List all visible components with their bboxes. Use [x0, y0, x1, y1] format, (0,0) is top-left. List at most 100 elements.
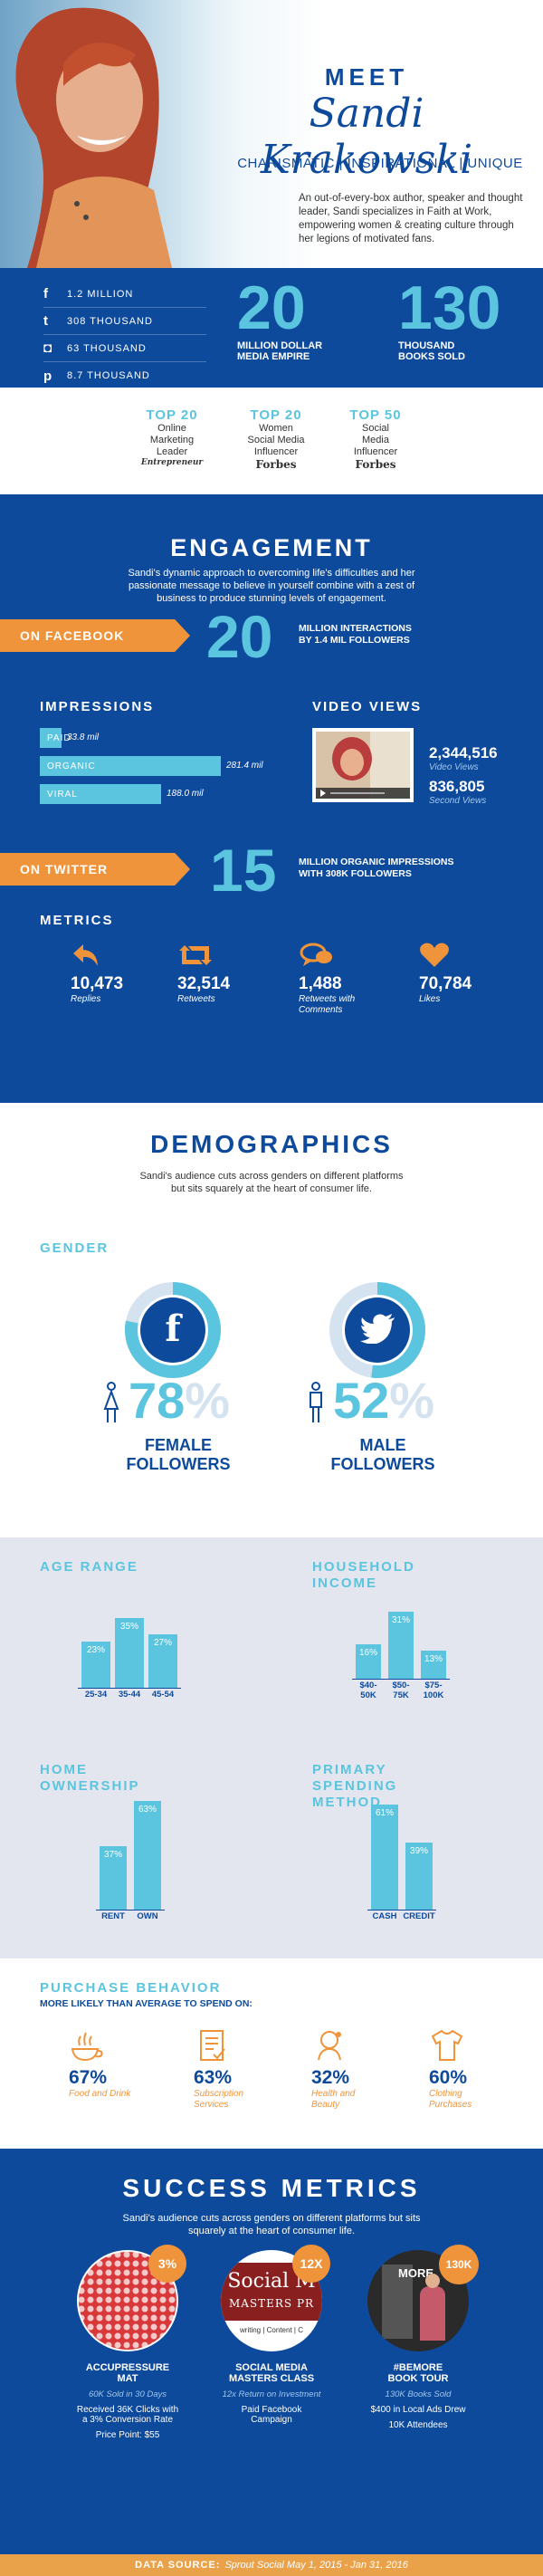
- gender-percent: 78%: [129, 1371, 230, 1430]
- gender-female: f 78% FEMALE FOLLOWERS: [101, 1280, 300, 1507]
- social-count: 63 THOUSAND: [67, 342, 147, 354]
- twitter-icon: t: [43, 313, 48, 329]
- age-bar: [115, 1618, 144, 1688]
- success-title: SUCCESS METRICS: [122, 2174, 421, 2202]
- impression-value: 188.0 mil: [167, 789, 204, 799]
- purchase-percent: 60%: [429, 2067, 468, 2088]
- success-item-title: MAT: [117, 2373, 138, 2384]
- twitter-stat-label: MILLION ORGANIC IMPRESSIONS WITH 308K FO…: [299, 857, 454, 880]
- big-stat-number: 130: [398, 273, 501, 342]
- success-item-detail: Received 36K Clicks with: [76, 2405, 179, 2415]
- engagement-section: ENGAGEMENT Sandi's dynamic approach to o…: [0, 494, 543, 1103]
- age-bar-label: 35-44: [111, 1690, 148, 1700]
- age-bar-value: 23%: [86, 1645, 105, 1655]
- gender-percent: 52%: [333, 1371, 434, 1430]
- home-bar: [134, 1801, 161, 1910]
- ranking-rank: TOP 50: [349, 407, 402, 423]
- income-bar: [356, 1644, 381, 1679]
- success-item-detail: $400 in Local Ads Drew: [370, 2405, 466, 2415]
- ranking-item: TOP 20 Women Social Media Influencer For…: [226, 407, 326, 471]
- purchase-title: PURCHASE BEHAVIOR: [40, 1980, 222, 1996]
- spending-title-line: SPENDING: [312, 1778, 398, 1794]
- gender-label-line: FEMALE: [145, 1436, 212, 1454]
- gender-label: MALE FOLLOWERS: [306, 1436, 460, 1474]
- age-title-line: AGE RANGE: [40, 1559, 138, 1575]
- masters-class-text: MASTERS PR: [228, 2297, 315, 2310]
- comment-icon: [300, 943, 332, 966]
- spending-title-line: PRIMARY: [312, 1762, 387, 1777]
- metric-label: Retweets with: [299, 994, 356, 1004]
- gender-percent-sign: %: [389, 1372, 435, 1429]
- video-thumbnail[interactable]: [312, 728, 414, 802]
- ranking-line: Social Media: [247, 435, 305, 445]
- rankings-section: TOP 20 Online Marketing Leader Entrepren…: [0, 388, 543, 494]
- home-bar-label-line: RENT: [101, 1911, 125, 1921]
- ranking-line: Women: [259, 423, 293, 434]
- income-bar-label-line: 50K: [360, 1690, 376, 1700]
- purchase-percent: 32%: [311, 2067, 350, 2088]
- metric-value: 32,514: [177, 974, 231, 993]
- income-bar: [421, 1651, 446, 1679]
- impression-bar: ORGANIC: [40, 756, 221, 776]
- age-bar-value: 27%: [153, 1638, 172, 1648]
- income-bar-value: 13%: [424, 1654, 443, 1664]
- success-badge: 3%: [148, 2245, 186, 2283]
- facebook-stat-label: MILLION INTERACTIONS BY 1.4 MIL FOLLOWER…: [299, 623, 412, 646]
- age-bar-label: 25-34: [78, 1690, 114, 1700]
- facebook-icon: f: [165, 1307, 181, 1350]
- forbes-logo: Forbes: [355, 458, 396, 471]
- success-item-sub: 60K Sold in 30 Days: [88, 2389, 167, 2399]
- big-stat-label: MILLION DOLLAR: [237, 340, 323, 351]
- spending-bar-label-line: CASH: [372, 1911, 397, 1921]
- success-item-title: MASTERS CLASS: [228, 2373, 315, 2384]
- masters-class-row: writing | Content | C: [240, 2326, 303, 2334]
- income-bar-label-line: 100K: [423, 1690, 444, 1700]
- ranking-line: Social: [362, 423, 389, 434]
- success-item-title: #BEMORE: [393, 2362, 443, 2373]
- twitter-tag: ON TWITTER: [0, 853, 190, 886]
- impression-row: ORGANIC 281.4 mil: [40, 756, 302, 776]
- forbes-logo: Forbes: [255, 458, 297, 471]
- gender-percent-sign: %: [185, 1372, 231, 1429]
- social-stats-section: f 1.2 MILLION t 308 THOUSAND ◘ 63 THOUSA…: [0, 268, 543, 388]
- spending-bar: [371, 1805, 398, 1910]
- success-item-title: BOOK TOUR: [387, 2373, 449, 2384]
- purchase-section: PURCHASE BEHAVIOR MORE LIKELY THAN AVERA…: [0, 1958, 543, 2149]
- book-tour-text: MORE: [398, 2266, 433, 2280]
- home-bar-label: OWN: [130, 1911, 165, 1921]
- footer: DATA SOURCE: Sprout Social May 1, 2015 -…: [0, 2554, 543, 2576]
- video-stats: 2,344,516 Video Views 836,805 Second Vie…: [429, 744, 498, 806]
- income-bar-label: $75- 100K: [417, 1681, 450, 1700]
- home-title: HOME OWNERSHIP: [40, 1762, 140, 1795]
- ranking-line: Influencer: [353, 446, 398, 457]
- twitter-tag-label: ON TWITTER: [20, 862, 109, 876]
- demographic-charts: AGE RANGE 23% 25-34 35% 35-44 27% 45-54 HOUSE…: [0, 1537, 543, 1958]
- spending-bar-label: CASH: [367, 1911, 402, 1921]
- income-title-line: HOUSEHOLD: [312, 1559, 415, 1575]
- impression-label: ORGANIC: [47, 761, 96, 771]
- twitter-icon: [360, 1314, 395, 1344]
- footer-source: Sprout Social May 1, 2015 - Jan 31, 2016: [224, 2560, 408, 2571]
- purchase-label: Purchases: [429, 2100, 472, 2110]
- twitter-stat-line: WITH 308K FOLLOWERS: [299, 868, 412, 879]
- big-stat: 20 MILLION DOLLAR MEDIA EMPIRE: [237, 275, 364, 362]
- demographics-title: DEMOGRAPHICS: [150, 1130, 393, 1158]
- home-bar-label-line: OWN: [137, 1911, 158, 1921]
- twitter-stat-line: MILLION ORGANIC IMPRESSIONS: [299, 857, 454, 867]
- spending-bar-value: 61%: [375, 1808, 394, 1818]
- purchase-percent: 63%: [194, 2067, 233, 2088]
- video-stat-label: Second Views: [429, 796, 487, 806]
- hero-name: Sandi Krakowski: [260, 91, 473, 183]
- impression-row: PAID 33.8 mil: [40, 728, 302, 748]
- food-icon: [71, 2032, 103, 2062]
- success-section: SUCCESS METRICS Sandi's audience cuts ac…: [0, 2149, 543, 2554]
- spending-bar-label: CREDIT: [402, 1911, 436, 1921]
- ranking-item: TOP 20 Online Marketing Leader Entrepren…: [127, 407, 217, 467]
- purchase-item: 32% Health and Beauty: [311, 2027, 402, 2111]
- age-bar: [81, 1642, 110, 1688]
- ranking-rank: TOP 20: [146, 407, 198, 423]
- impression-bar: VIRAL: [40, 784, 161, 804]
- purchase-label: Clothing: [429, 2089, 462, 2099]
- income-title: HOUSEHOLD INCOME: [312, 1559, 415, 1592]
- spending-bar-label-line: CREDIT: [403, 1911, 435, 1921]
